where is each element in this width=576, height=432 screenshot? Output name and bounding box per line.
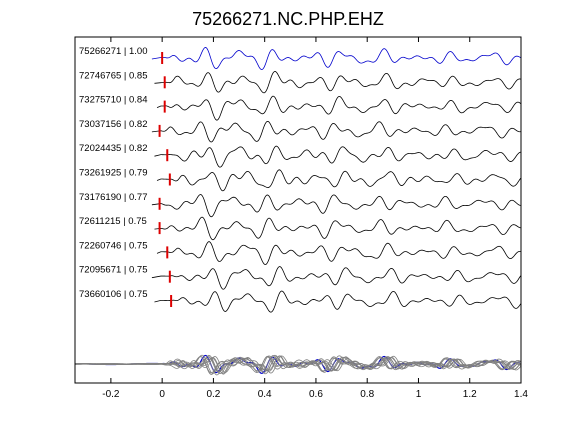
waveform-line xyxy=(151,194,522,218)
trace-72095671: 72095671 | 0.75 xyxy=(79,265,522,290)
x-tick-label: 0.6 xyxy=(309,389,323,400)
x-tick-label: 1.2 xyxy=(463,389,477,400)
trace-label: 72095671 | 0.75 xyxy=(79,265,148,276)
traces-layer: 75266271 | 1.00 72746765 | 0.85 73275710 |… xyxy=(79,46,522,313)
trace-75266271: 75266271 | 1.00 xyxy=(79,46,522,70)
trace-label: 73261925 | 0.79 xyxy=(79,168,148,179)
waveform-line xyxy=(154,216,522,241)
x-tick-label: 1 xyxy=(416,389,422,400)
trace-label: 72611215 | 0.75 xyxy=(79,216,147,227)
trace-73037156: 73037156 | 0.82 xyxy=(79,119,522,143)
stack-layer xyxy=(74,354,522,376)
x-tick-label: 0 xyxy=(159,389,165,400)
trace-label: 72024435 | 0.82 xyxy=(79,143,148,154)
waveform-line xyxy=(151,120,522,143)
waveform-line xyxy=(154,290,522,313)
waveform-line xyxy=(156,241,522,265)
trace-label: 75266271 | 1.00 xyxy=(79,46,148,57)
x-tick-label: 0.2 xyxy=(206,389,220,400)
trace-73261925: 73261925 | 0.79 xyxy=(79,168,522,192)
waveform-line xyxy=(154,71,522,94)
x-tick-label: 0.4 xyxy=(258,389,272,400)
x-tick-label: -0.2 xyxy=(102,389,120,400)
stack-trace-73660106 xyxy=(74,355,522,374)
trace-72260746: 72260746 | 0.75 xyxy=(79,240,522,265)
x-tick-label: 0.8 xyxy=(360,389,374,400)
trace-label: 73660106 | 0.75 xyxy=(79,289,148,300)
trace-73176190: 73176190 | 0.77 xyxy=(79,192,522,218)
trace-label: 72746765 | 0.85 xyxy=(79,70,148,81)
trace-label: 73176190 | 0.77 xyxy=(79,192,148,203)
trace-72611215: 72611215 | 0.75 xyxy=(79,216,522,241)
waveform-line xyxy=(151,266,522,290)
trace-72746765: 72746765 | 0.85 xyxy=(79,70,522,94)
waveform-line xyxy=(151,47,522,70)
trace-72024435: 72024435 | 0.82 xyxy=(79,143,522,168)
trace-label: 72260746 | 0.75 xyxy=(79,240,148,251)
waveform-line xyxy=(156,95,522,121)
trace-label: 73037156 | 0.82 xyxy=(79,119,148,130)
x-axis: -0.2 0 0.2 0.4 0.6 0.8 1 1.2 1.4 xyxy=(102,37,528,400)
trace-73660106: 73660106 | 0.75 xyxy=(79,289,522,313)
x-tick-label: 1.4 xyxy=(514,389,528,400)
waveform-line xyxy=(156,169,522,192)
trace-73275710: 73275710 | 0.84 xyxy=(79,95,522,121)
axes-frame xyxy=(74,36,522,384)
trace-label: 73275710 | 0.84 xyxy=(79,95,148,106)
waveform-line xyxy=(154,145,522,168)
chart-title: 75266271.NC.PHP.EHZ xyxy=(192,9,384,29)
